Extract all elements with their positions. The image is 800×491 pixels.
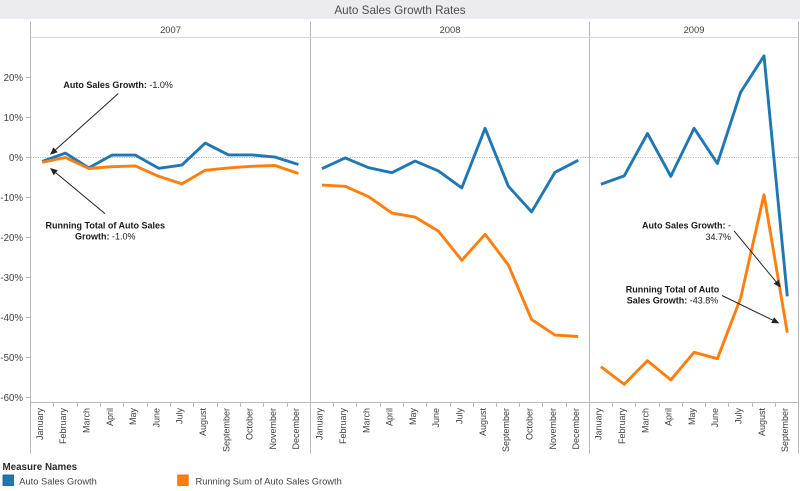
svg-text:June: June (151, 408, 161, 428)
svg-text:May: May (687, 408, 697, 426)
svg-text:-30%: -30% (0, 273, 23, 284)
svg-text:Measure Names: Measure Names (3, 462, 78, 473)
svg-text:-50%: -50% (0, 353, 23, 364)
svg-text:August: August (198, 408, 208, 437)
svg-text:October: October (524, 408, 534, 440)
svg-text:August: August (757, 408, 767, 437)
svg-text:November: November (268, 408, 278, 450)
svg-text:April: April (664, 408, 674, 426)
svg-text:34.7%: 34.7% (705, 232, 731, 242)
svg-text:October: October (245, 408, 255, 440)
svg-text:0%: 0% (9, 153, 23, 164)
svg-text:Running Sum of Auto Sales Grow: Running Sum of Auto Sales Growth (196, 476, 342, 486)
svg-text:Running Total of Auto: Running Total of Auto (626, 284, 720, 294)
svg-text:September: September (501, 408, 511, 452)
svg-text:February: February (617, 408, 627, 445)
svg-text:April: April (385, 408, 395, 426)
svg-text:January: January (315, 408, 325, 441)
svg-text:Growth: -1.0%: Growth: -1.0% (75, 231, 136, 241)
svg-text:July: July (175, 408, 185, 425)
svg-text:10%: 10% (4, 113, 24, 124)
svg-text:April: April (105, 408, 115, 426)
svg-text:January: January (35, 408, 45, 441)
svg-text:June: June (710, 408, 720, 428)
svg-text:Sales Growth: -43.8%: Sales Growth: -43.8% (627, 296, 719, 306)
svg-text:September: September (221, 408, 231, 452)
svg-text:March: March (361, 408, 371, 433)
svg-text:Auto Sales Growth: -: Auto Sales Growth: - (642, 220, 731, 230)
svg-text:May: May (408, 408, 418, 426)
svg-text:July: July (455, 408, 465, 425)
svg-text:-10%: -10% (0, 193, 23, 204)
svg-text:March: March (81, 408, 91, 433)
svg-text:May: May (128, 408, 138, 426)
svg-text:-40%: -40% (0, 313, 23, 324)
svg-text:September: September (780, 408, 790, 452)
svg-text:December: December (571, 408, 581, 450)
svg-text:Auto Sales Growth Rates: Auto Sales Growth Rates (334, 4, 465, 17)
svg-text:December: December (291, 408, 301, 450)
svg-text:20%: 20% (4, 73, 24, 84)
svg-text:2008: 2008 (440, 24, 461, 35)
svg-text:July: July (734, 408, 744, 425)
svg-text:2009: 2009 (684, 24, 705, 35)
svg-text:-60%: -60% (0, 393, 23, 404)
svg-text:February: February (338, 408, 348, 445)
svg-text:Auto Sales Growth: -1.0%: Auto Sales Growth: -1.0% (63, 80, 173, 90)
svg-text:Auto Sales Growth: Auto Sales Growth (19, 476, 97, 486)
svg-text:March: March (640, 408, 650, 433)
svg-text:November: November (548, 408, 558, 450)
svg-text:Running Total of Auto Sales: Running Total of Auto Sales (46, 220, 166, 230)
svg-text:June: June (431, 408, 441, 428)
svg-text:-20%: -20% (0, 233, 23, 244)
svg-text:February: February (58, 408, 68, 445)
svg-text:January: January (594, 408, 604, 441)
svg-text:2007: 2007 (160, 24, 181, 35)
svg-text:August: August (478, 408, 488, 437)
